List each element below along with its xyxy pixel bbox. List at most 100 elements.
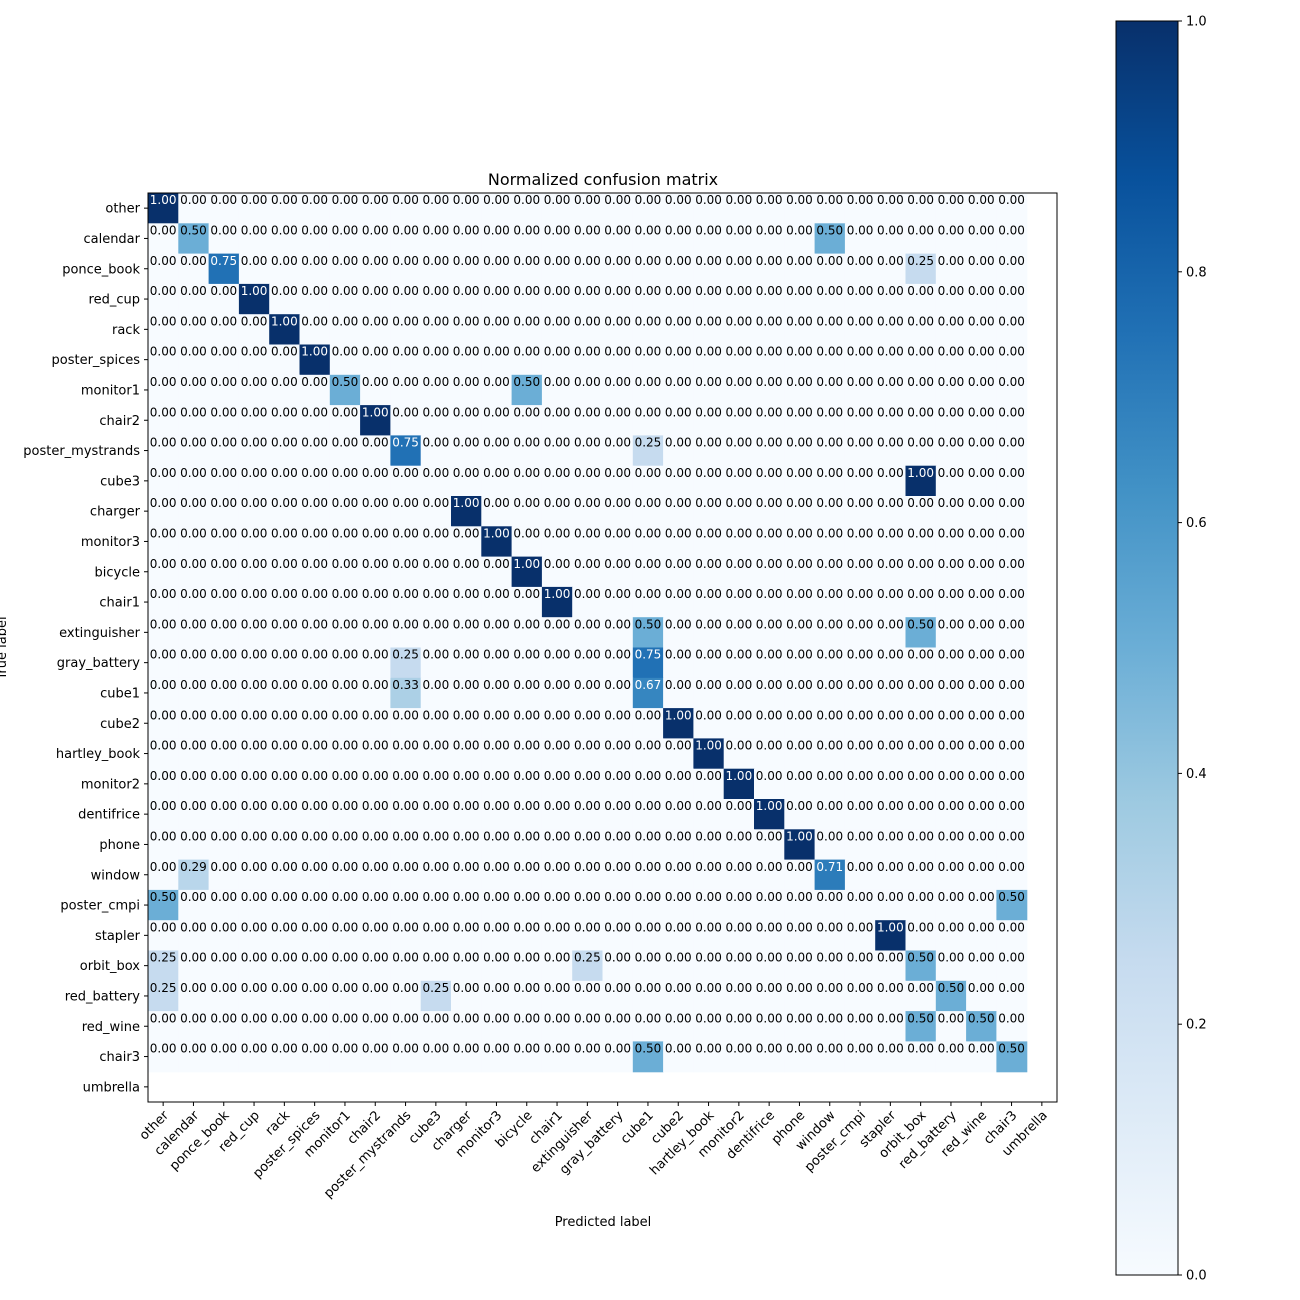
heatmap-cell xyxy=(390,586,422,618)
cell-value-label: 0.50 xyxy=(635,1042,662,1056)
cell-value-label: 0.00 xyxy=(483,345,510,359)
heatmap-cell xyxy=(481,1011,513,1042)
cell-value-label: 0.00 xyxy=(877,648,904,662)
cell-value-label: 0.00 xyxy=(816,405,843,419)
heatmap-cell xyxy=(814,738,846,770)
cell-value-label: 0.00 xyxy=(332,193,359,207)
heatmap-cell xyxy=(269,314,301,346)
cell-value-label: 0.00 xyxy=(847,860,874,874)
cell-value-label: 0.00 xyxy=(907,557,934,571)
cell-value-label: 0.00 xyxy=(786,890,813,904)
cell-value-label: 0.00 xyxy=(332,739,359,753)
cell-value-label: 0.00 xyxy=(665,799,692,813)
heatmap-cell xyxy=(299,253,331,285)
heatmap-cell xyxy=(329,950,361,982)
heatmap-cell xyxy=(208,435,240,467)
heatmap-cell xyxy=(996,556,1028,588)
cell-value-label: 0.00 xyxy=(392,193,419,207)
cell-value-label: 0.00 xyxy=(392,496,419,510)
heatmap-cell xyxy=(299,738,331,770)
cell-value-label: 0.00 xyxy=(756,193,783,207)
cell-value-label: 0.00 xyxy=(847,769,874,783)
heatmap-cell xyxy=(451,829,482,861)
heatmap-cell xyxy=(754,799,785,830)
heatmap-cell xyxy=(905,374,937,406)
heatmap-cell xyxy=(663,859,694,891)
cell-value-label: 0.00 xyxy=(786,345,813,359)
y-tick-label: calendar xyxy=(83,232,140,247)
cell-value-label: 0.00 xyxy=(180,254,207,268)
heatmap-cell xyxy=(784,920,816,952)
heatmap-cell xyxy=(299,1011,331,1042)
cell-value-label: 0.00 xyxy=(392,890,419,904)
cell-value-label: 0.00 xyxy=(392,526,419,540)
heatmap-cell xyxy=(875,435,907,467)
heatmap-cell xyxy=(299,799,331,830)
cell-value-label: 0.00 xyxy=(180,981,207,995)
heatmap-cell xyxy=(663,1041,694,1073)
cell-value-label: 0.25 xyxy=(150,981,177,995)
cell-value-label: 0.00 xyxy=(574,405,601,419)
cell-value-label: 0.00 xyxy=(574,890,601,904)
cell-value-label: 0.00 xyxy=(241,617,268,631)
cell-value-label: 0.00 xyxy=(150,648,177,662)
cell-value-label: 0.00 xyxy=(241,860,268,874)
cell-value-label: 0.00 xyxy=(453,769,480,783)
heatmap-cell xyxy=(451,677,482,709)
heatmap-cell xyxy=(451,920,482,952)
cell-value-label: 0.00 xyxy=(938,799,965,813)
cell-value-label: 0.00 xyxy=(665,648,692,662)
cell-value-label: 0.00 xyxy=(574,193,601,207)
cell-value-label: 0.00 xyxy=(725,739,752,753)
cell-value-label: 0.00 xyxy=(301,769,328,783)
heatmap-cell xyxy=(208,889,240,921)
cell-value-label: 0.00 xyxy=(362,1042,389,1056)
heatmap-cell xyxy=(481,496,513,527)
cell-value-label: 0.00 xyxy=(422,496,449,510)
cell-value-label: 0.00 xyxy=(332,496,359,510)
heatmap-cell xyxy=(481,223,513,255)
cell-value-label: 0.00 xyxy=(332,678,359,692)
cell-value-label: 0.00 xyxy=(604,1011,631,1025)
heatmap-cell xyxy=(693,677,725,709)
cell-value-label: 0.00 xyxy=(938,284,965,298)
heatmap-cell xyxy=(390,496,422,527)
heatmap-cell xyxy=(148,374,179,406)
cell-value-label: 0.00 xyxy=(483,860,510,874)
heatmap-cell xyxy=(784,708,816,739)
cell-value-label: 0.50 xyxy=(938,981,965,995)
heatmap-cell xyxy=(693,708,725,739)
cell-value-label: 0.00 xyxy=(362,829,389,843)
cell-value-label: 0.00 xyxy=(453,799,480,813)
cell-value-label: 0.00 xyxy=(513,345,540,359)
cell-value-label: 0.00 xyxy=(544,436,571,450)
heatmap-cell xyxy=(693,1041,725,1073)
heatmap-cell xyxy=(390,708,422,739)
cell-value-label: 0.00 xyxy=(180,769,207,783)
cell-value-label: 0.00 xyxy=(695,1042,722,1056)
heatmap-cell xyxy=(511,677,543,709)
cell-value-label: 0.00 xyxy=(544,1042,571,1056)
heatmap-cell xyxy=(299,496,331,527)
heatmap-cell xyxy=(693,889,725,921)
cell-value-label: 0.00 xyxy=(574,436,601,450)
cell-value-label: 0.00 xyxy=(271,890,298,904)
cell-value-label: 0.00 xyxy=(968,829,995,843)
cell-value-label: 0.00 xyxy=(301,739,328,753)
heatmap-cell xyxy=(663,738,694,770)
heatmap-cell xyxy=(511,647,543,679)
heatmap-cell xyxy=(663,496,694,527)
cell-value-label: 0.00 xyxy=(453,860,480,874)
cell-value-label: 0.00 xyxy=(544,284,571,298)
cell-value-label: 0.00 xyxy=(422,223,449,237)
heatmap-cell xyxy=(754,768,785,800)
heatmap-cell xyxy=(269,647,301,679)
heatmap-cell xyxy=(996,223,1028,255)
cell-value-label: 0.00 xyxy=(241,1011,268,1025)
cell-value-label: 0.50 xyxy=(907,1011,934,1025)
heatmap-cell xyxy=(996,889,1028,921)
cell-value-label: 0.00 xyxy=(786,739,813,753)
cell-value-label: 0.00 xyxy=(725,557,752,571)
cell-value-label: 0.00 xyxy=(544,890,571,904)
